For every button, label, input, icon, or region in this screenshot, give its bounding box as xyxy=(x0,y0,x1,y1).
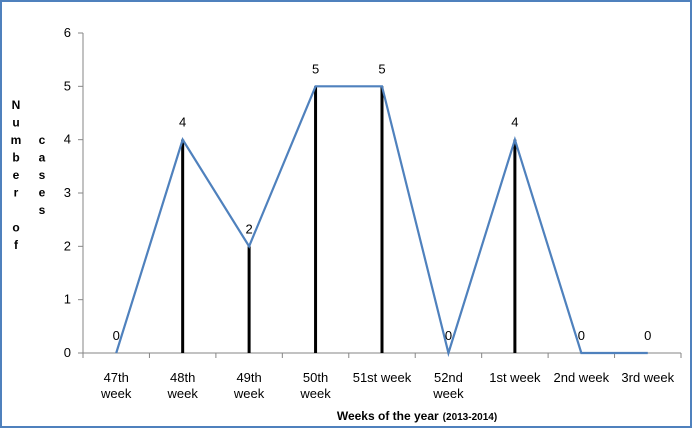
y-axis-title-letter: f xyxy=(14,238,19,252)
y-tick-label: 6 xyxy=(64,25,71,40)
x-tick-label: 1st week xyxy=(489,370,541,385)
data-label: 5 xyxy=(378,61,385,76)
series-line xyxy=(115,85,648,358)
y-tick-label: 4 xyxy=(64,132,71,147)
x-axis-title-main: Weeks of the year xyxy=(337,409,439,423)
y-axis-title-letter: o xyxy=(12,221,19,235)
y-tick-label: 3 xyxy=(64,185,71,200)
y-axis-title-letter: e xyxy=(39,186,46,200)
y-axis-title-letter: m xyxy=(11,133,22,147)
x-tick-label: 51st week xyxy=(353,370,412,385)
y-axis-title-letter: s xyxy=(39,168,46,182)
x-axis-title: Weeks of the year (2013-2014) xyxy=(337,409,497,423)
y-tick-label: 0 xyxy=(64,345,71,360)
y-axis-title-letter: e xyxy=(13,168,20,182)
y-axis-title-letter: r xyxy=(14,186,19,200)
data-label: 5 xyxy=(312,61,319,76)
x-tick-label: 48th week xyxy=(166,370,198,401)
x-tick-label: 2nd week xyxy=(554,370,610,385)
x-tick-label: 49th week xyxy=(233,370,265,401)
y-axis-title-letter: u xyxy=(12,116,19,130)
x-tick-label: 47th week xyxy=(100,370,132,401)
y-axis-title-letter: s xyxy=(39,203,46,217)
data-label: 0 xyxy=(113,328,120,343)
data-series xyxy=(115,85,648,358)
y-axis-title-letter: b xyxy=(12,151,19,165)
data-label: 0 xyxy=(445,328,452,343)
drop-lines xyxy=(181,86,517,353)
y-tick-label: 1 xyxy=(64,292,71,307)
x-tick-label: 3rd week xyxy=(621,370,674,385)
x-tick-label: 50th week xyxy=(299,370,331,401)
y-tick-label: 5 xyxy=(64,78,71,93)
data-label: 0 xyxy=(644,328,651,343)
y-axis-title-letter: a xyxy=(39,151,46,165)
y-tick-label: 2 xyxy=(64,238,71,253)
data-label: 4 xyxy=(179,115,186,130)
y-axis-title-letter: N xyxy=(12,98,21,112)
data-label: 4 xyxy=(511,115,518,130)
data-labels: 0 4 2 5 5 0 4 0 0 xyxy=(113,61,652,343)
chart-axes: 0 1 2 3 4 5 6 47th week 48th week 49th week 50th week 5… xyxy=(64,25,682,401)
y-axis-title-letter: c xyxy=(39,133,46,147)
data-label: 2 xyxy=(245,221,252,236)
x-axis-title-suffix: (2013-2014) xyxy=(443,412,497,423)
x-tick-label: 52nd week xyxy=(432,370,464,401)
data-label: 0 xyxy=(578,328,585,343)
